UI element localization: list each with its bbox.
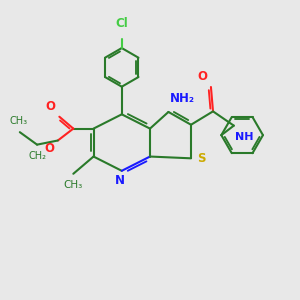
Text: NH₂: NH₂ — [170, 92, 195, 104]
Text: CH₃: CH₃ — [63, 180, 82, 190]
Text: O: O — [45, 100, 55, 113]
Text: NH: NH — [235, 132, 254, 142]
Text: CH₃: CH₃ — [9, 116, 27, 126]
Text: O: O — [197, 70, 207, 83]
Text: N: N — [115, 174, 125, 187]
Text: Cl: Cl — [116, 16, 128, 30]
Text: CH₂: CH₂ — [28, 151, 46, 161]
Text: S: S — [198, 152, 206, 165]
Text: O: O — [44, 142, 54, 155]
